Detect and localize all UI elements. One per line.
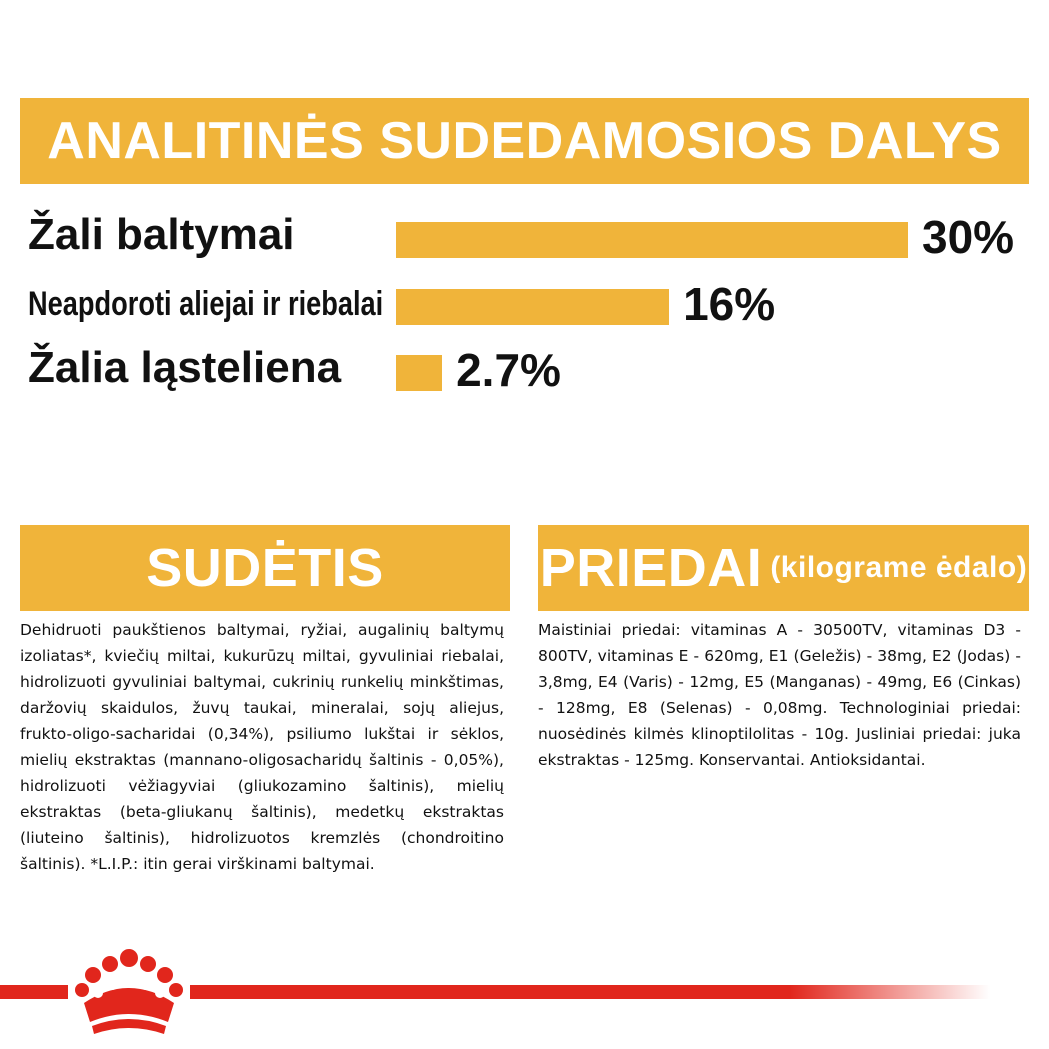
additives-title-label: PRIEDAI (539, 538, 763, 598)
value-label: 30% (922, 211, 1015, 263)
royal-canin-crown-icon (75, 949, 183, 1034)
category-label: Neapdoroti aliejai ir riebalai (28, 285, 384, 323)
value-label: 16% (683, 278, 776, 330)
page-title: ANALITINĖS SUDEDAMOSIOS DALYS (20, 98, 1029, 184)
additives-subtitle: (kilograme ėdalo) (770, 551, 1028, 584)
additives-title: PRIEDAI (kilograme ėdalo) (538, 525, 1029, 611)
bar (396, 289, 670, 325)
category-label: Žali baltymai (28, 210, 295, 259)
additives-text: Maistiniai priedai: vitaminas A - 30500T… (538, 621, 1021, 769)
composition-title: SUDĖTIS (20, 525, 510, 611)
value-label: 2.7% (456, 344, 561, 396)
brand-stripe-left (0, 985, 68, 999)
brand-stripe-right (190, 985, 990, 999)
bar (396, 222, 908, 258)
category-label: Žalia ląsteliena (28, 343, 342, 392)
composition-text: Dehidruoti paukštienos baltymai, ryžiai,… (20, 621, 504, 873)
bar (396, 355, 443, 391)
